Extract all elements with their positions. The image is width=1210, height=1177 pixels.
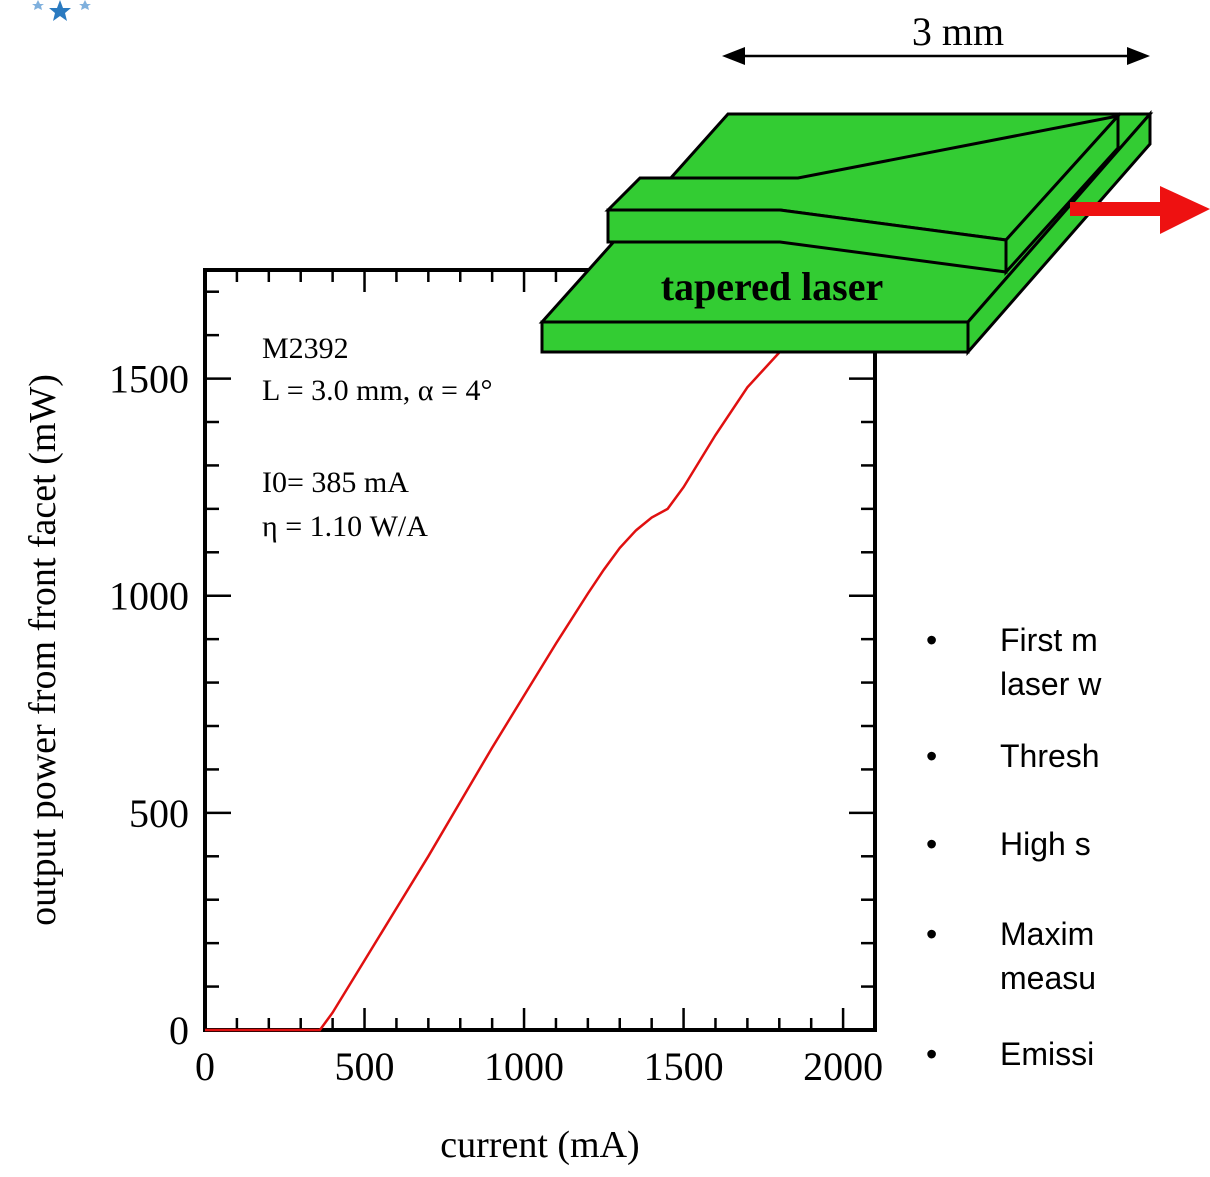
annotation-geometry: L = 3.0 mm, α = 4°	[262, 374, 492, 407]
list-item: • First m laser w	[926, 618, 1101, 706]
annotation-sample-id: M2392	[262, 332, 349, 365]
length-label: 3 mm	[912, 9, 1004, 54]
substrate-front-face	[540, 320, 970, 354]
annotation-slope-efficiency: η = 1.10 W/A	[262, 510, 428, 543]
y-tick-label: 500	[129, 791, 189, 836]
arrow-right-icon	[1127, 47, 1150, 65]
x-tick-label: 1000	[484, 1044, 564, 1089]
bullet-dot-icon: •	[926, 916, 938, 952]
y-tick-label: 1000	[109, 574, 189, 619]
lightcurrent-chart: 0 500 1000 1500 2000 0 500 1000 1500 current (m…	[22, 268, 883, 1166]
x-tick-label: 0	[195, 1044, 215, 1089]
output-arrow-icon	[1160, 186, 1210, 234]
bullet-list: • First m laser w • Thresh • High s • Maxim me…	[926, 600, 1210, 1177]
y-tick-labels: 0 500 1000 1500	[109, 357, 189, 1053]
list-item: • Thresh	[926, 734, 1100, 778]
x-tick-label: 2000	[803, 1044, 883, 1089]
tapered-laser-diagram: 3 mm tapered laser	[538, 9, 1210, 356]
substrate-side-face	[966, 110, 1152, 356]
x-axis-label: current (mA)	[440, 1124, 639, 1166]
x-tick-label: 500	[335, 1044, 395, 1089]
list-item: • High s	[926, 822, 1091, 866]
output-beam-shaft	[1070, 202, 1165, 216]
list-item: • Maxim measu	[926, 912, 1096, 1000]
plot-frame	[203, 268, 877, 1032]
list-item: • Emissi	[926, 1032, 1094, 1076]
y-tick-label: 0	[169, 1008, 189, 1053]
annotation-threshold: I0= 385 mA	[262, 466, 409, 499]
power-curve-line	[205, 301, 854, 1032]
bullet-dot-icon: •	[926, 622, 938, 658]
arrow-left-icon	[722, 47, 745, 65]
y-tick-label: 1500	[109, 357, 189, 402]
y-axis-label: output power from front facet (mW)	[22, 374, 64, 926]
x-tick-label: 1500	[644, 1044, 724, 1089]
taper-ridge-side	[1004, 112, 1120, 276]
device-label: tapered laser	[661, 264, 884, 309]
bullet-dot-icon: •	[926, 738, 938, 774]
bullet-dot-icon: •	[926, 826, 938, 862]
x-tick-labels: 0 500 1000 1500 2000	[195, 1044, 883, 1089]
star-logo-icon	[32, 0, 91, 21]
bullet-dot-icon: •	[926, 1036, 938, 1072]
